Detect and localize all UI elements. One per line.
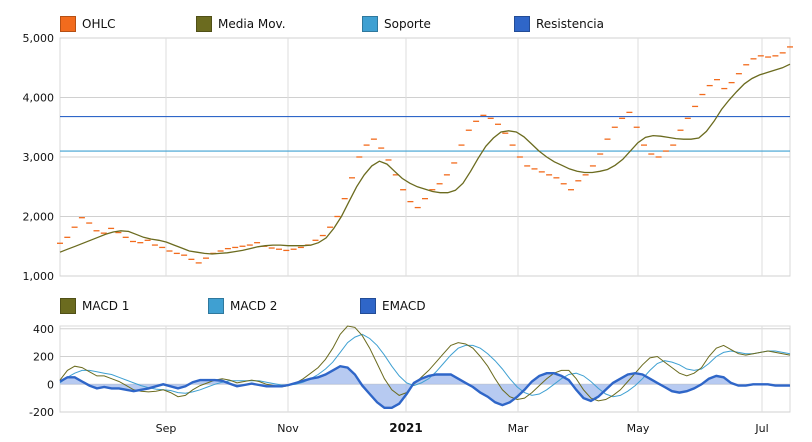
x-tick-label: Mar [508,422,529,435]
legend-swatch-resistance [514,16,530,32]
x-tick-label: 2021 [389,421,422,435]
legend-item-emacd[interactable]: EMACD [360,298,426,314]
macd-y-tick-label: 200 [33,351,54,364]
macd-y-tick-label: 0 [47,378,54,391]
legend-swatch-ohlc [60,16,76,32]
legend-label-support: Soporte [384,17,431,31]
legend-item-resistance[interactable]: Resistencia [514,16,604,32]
x-tick-label: Jul [754,422,768,435]
macd1-line [59,325,791,402]
legend-label-ohlc: OHLC [82,17,116,31]
price-y-tick-label: 3,000 [23,151,55,164]
legend-swatch-macd1 [60,298,76,314]
legend-swatch-moving-average [196,16,212,32]
legend-label-resistance: Resistencia [536,17,604,31]
price-y-tick-label: 5,000 [23,32,55,45]
legend-item-support[interactable]: Soporte [362,16,431,32]
price-plot-area [57,46,793,264]
macd-y-tick-label: -200 [29,406,54,419]
macd-y-tick-label: 400 [33,323,54,336]
price-y-tick-label: 1,000 [23,270,55,283]
x-tick-label: Sep [156,422,177,435]
legend-swatch-emacd [360,298,376,314]
macd-plot-area [59,325,791,409]
price-grid [59,37,791,277]
moving-average-line [59,63,791,255]
legend-label-macd1: MACD 1 [82,299,130,313]
macd-y-axis: -200 0 200 400 [29,323,54,419]
x-axis: Sep Nov 2021 Mar May Jul [156,421,769,435]
price-y-tick-label: 2,000 [23,211,55,224]
legend-swatch-macd2 [208,298,224,314]
macd2-line [59,333,791,398]
emacd-line [59,364,790,409]
macd-frame [59,325,791,413]
legend-item-macd1[interactable]: MACD 1 [60,298,129,314]
price-y-axis: 1,000 2,000 3,000 4,000 5,000 [23,32,55,283]
price-y-tick-label: 4,000 [23,92,55,105]
legend-label-moving-average: Media Mov. [218,17,286,31]
legend-item-macd2[interactable]: MACD 2 [208,298,277,314]
legend-item-ohlc[interactable]: OHLC [60,16,116,32]
x-tick-label: May [627,422,650,435]
x-tick-label: Nov [277,422,299,435]
legend-label-emacd: EMACD [382,299,426,313]
legend-label-macd2: MACD 2 [230,299,278,313]
macd-grid [59,325,791,413]
legend-item-moving-average[interactable]: Media Mov. [196,16,286,32]
legend-swatch-support [362,16,378,32]
